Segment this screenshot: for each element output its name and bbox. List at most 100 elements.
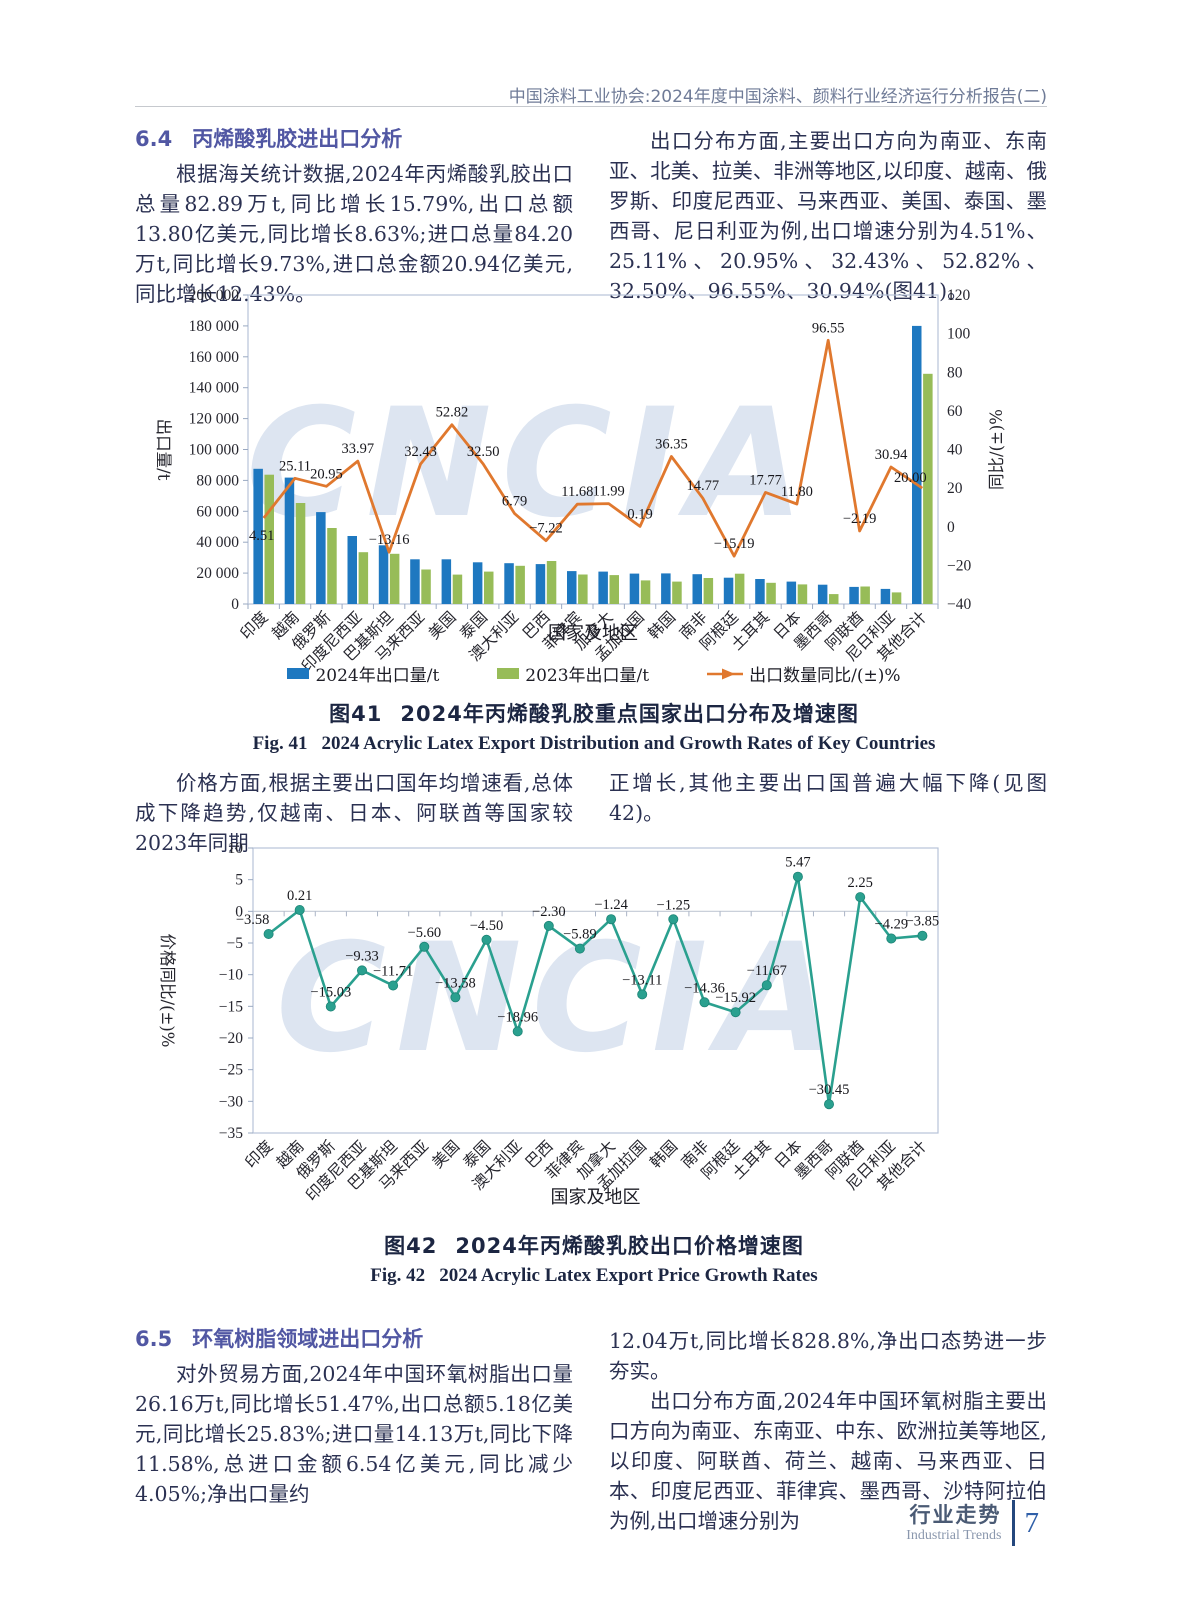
figure-41-chart: 0 20 000 40 000 60 000 80 000 100 000 120 000 1… xyxy=(138,287,1050,676)
svg-text:0: 0 xyxy=(231,596,239,613)
footer-labels: 行业走势 Industrial Trends xyxy=(906,1503,1001,1544)
section-6-5: 6.5 环氧树脂领域进出口分析 对外贸易方面,2024年中国环氧树脂出口量26.1… xyxy=(135,1326,1047,1536)
svg-text:140 000: 140 000 xyxy=(189,380,240,397)
svg-text:0: 0 xyxy=(235,903,243,920)
svg-text:美国: 美国 xyxy=(429,1137,464,1172)
svg-text:80 000: 80 000 xyxy=(196,472,239,489)
section-number: 6.4 xyxy=(135,127,173,151)
paragraph: 出口分布方面,2024年中国环氧树脂主要出口方向为南亚、东南亚、中东、欧洲拉美等… xyxy=(609,1389,1047,1533)
svg-text:美国: 美国 xyxy=(425,608,460,643)
svg-text:−5.89: −5.89 xyxy=(563,927,597,943)
svg-text:60 000: 60 000 xyxy=(196,503,239,520)
svg-text:−15.92: −15.92 xyxy=(715,990,756,1006)
price-paragraph: 价格方面,根据主要出口国年均增速看,总体成下降趋势,仅越南、日本、阿联酋等国家较… xyxy=(135,768,1047,858)
svg-text:180 000: 180 000 xyxy=(189,318,240,335)
legend-swatch-2024 xyxy=(287,668,310,679)
svg-text:160 000: 160 000 xyxy=(189,349,240,366)
svg-text:−2.19: −2.19 xyxy=(843,511,877,527)
section-title: 环氧树脂领域进出口分析 xyxy=(192,1327,424,1351)
figure-42-caption-cn: 图42 2024年丙烯酸乳胶出口价格增速图 xyxy=(384,1234,804,1258)
svg-text:−40: −40 xyxy=(947,596,971,613)
figure-42: CNCIA 10 5 0 −5 −10 −15 −20 −25 −30 −35 −3.58 0.21−… xyxy=(138,836,1050,1287)
svg-text:96.55: 96.55 xyxy=(812,320,845,336)
svg-text:−30: −30 xyxy=(219,1093,243,1110)
svg-text:80: 80 xyxy=(947,364,963,381)
paragraph: 对外贸易方面,2024年中国环氧树脂出口量26.16万t,同比增长51.47%,… xyxy=(135,1362,573,1506)
svg-text:6.79: 6.79 xyxy=(502,494,527,510)
svg-text:52.82: 52.82 xyxy=(436,405,469,421)
figure-41: CNCIA 0 20 000 40 000 60 000 80 000 100 000 12… xyxy=(138,287,1050,755)
svg-text:32.43: 32.43 xyxy=(404,444,437,460)
svg-text:−13.16: −13.16 xyxy=(369,532,410,548)
paragraph: 正增长,其他主要出口国普遍大幅下降(见图42)。 xyxy=(609,771,1047,825)
svg-text:11.99: 11.99 xyxy=(593,484,625,500)
svg-text:40: 40 xyxy=(947,442,963,459)
section-6-4-heading: 6.4 丙烯酸乳胶进出口分析 xyxy=(135,126,573,152)
section-6-5-heading: 6.5 环氧树脂领域进出口分析 xyxy=(135,1326,573,1352)
svg-text:韩国: 韩国 xyxy=(646,1137,681,1172)
paragraph: 根据海关统计数据,2024年丙烯酸乳胶出口总量82.89万t,同比增长15.79… xyxy=(135,162,573,306)
svg-text:36.35: 36.35 xyxy=(655,437,688,453)
svg-text:−1.25: −1.25 xyxy=(657,897,691,913)
svg-text:印度: 印度 xyxy=(242,1137,277,1172)
svg-text:10: 10 xyxy=(228,840,244,857)
svg-text:国家及地区: 国家及地区 xyxy=(551,1187,641,1208)
svg-text:−5.60: −5.60 xyxy=(408,925,442,941)
legend-label: 2023年出口量/t xyxy=(525,666,650,686)
svg-text:25.11: 25.11 xyxy=(279,458,311,474)
legend-line-arrow-icon xyxy=(707,668,744,680)
svg-text:4.51: 4.51 xyxy=(249,528,274,544)
paragraph: 出口分布方面,主要出口方向为南亚、东南亚、北美、拉美、非洲等地区,以印度、越南、… xyxy=(609,129,1047,303)
svg-text:−4.50: −4.50 xyxy=(470,918,504,934)
legend-item-growth-line: 出口数量同比/(±)% xyxy=(707,661,901,686)
section-6-5-right-column: 12.04万t,同比增长828.8%,净出口态势进一步夯实。 出口分布方面,20… xyxy=(609,1326,1047,1536)
svg-text:17.77: 17.77 xyxy=(749,472,782,488)
svg-text:−2.30: −2.30 xyxy=(532,904,566,920)
svg-text:−15.03: −15.03 xyxy=(310,985,351,1001)
legend-label: 出口数量同比/(±)% xyxy=(749,666,901,686)
price-paragraph-left: 价格方面,根据主要出口国年均增速看,总体成下降趋势,仅越南、日本、阿联酋等国家较… xyxy=(135,768,573,858)
section-6-5-left-column: 6.5 环氧树脂领域进出口分析 对外贸易方面,2024年中国环氧树脂出口量26.1… xyxy=(135,1326,573,1536)
svg-text:20.95: 20.95 xyxy=(310,466,343,482)
legend-item-2024: 2024年出口量/t xyxy=(287,661,439,686)
svg-text:60: 60 xyxy=(947,403,963,420)
svg-text:40 000: 40 000 xyxy=(196,534,239,551)
figure-42-caption-en: Fig. 42 2024 Acrylic Latex Export Price G… xyxy=(370,1265,818,1286)
svg-text:−25: −25 xyxy=(219,1062,243,1079)
page-footer: 行业走势 Industrial Trends 7 xyxy=(906,1500,1039,1546)
svg-text:−15.19: −15.19 xyxy=(714,536,755,552)
svg-text:11.80: 11.80 xyxy=(781,484,813,500)
section-title: 丙烯酸乳胶进出口分析 xyxy=(192,127,403,151)
legend-swatch-2023 xyxy=(497,668,520,679)
page-number: 7 xyxy=(1024,1506,1040,1539)
svg-text:120 000: 120 000 xyxy=(189,411,240,428)
svg-text:−11.67: −11.67 xyxy=(747,963,787,979)
svg-text:0.21: 0.21 xyxy=(287,888,312,904)
header-divider xyxy=(135,106,1047,107)
figure-41-legend: 2024年出口量/t 2023年出口量/t 出口数量同比/(±)% xyxy=(138,661,1050,686)
svg-text:−18.96: −18.96 xyxy=(497,1009,538,1025)
paragraph: 价格方面,根据主要出口国年均增速看,总体成下降趋势,仅越南、日本、阿联酋等国家较… xyxy=(135,771,573,855)
footer-section-cn: 行业走势 xyxy=(909,1502,1002,1527)
svg-text:5.47: 5.47 xyxy=(785,855,810,871)
svg-text:11.68: 11.68 xyxy=(561,484,593,500)
page-header-title: 中国涂料工业协会:2024年度中国涂料、颜料行业经济运行分析报告(二) xyxy=(508,87,1047,107)
svg-text:韩国: 韩国 xyxy=(645,608,680,643)
svg-text:−35: −35 xyxy=(219,1125,243,1142)
svg-text:−10: −10 xyxy=(219,967,243,984)
legend-label: 2024年出口量/t xyxy=(315,666,440,686)
svg-text:100: 100 xyxy=(947,326,971,343)
svg-text:−9.33: −9.33 xyxy=(345,948,379,964)
svg-text:200 000: 200 000 xyxy=(189,287,240,304)
svg-text:5: 5 xyxy=(235,872,243,889)
svg-text:−4.29: −4.29 xyxy=(875,917,909,933)
figure-41-caption-en: Fig. 41 2024 Acrylic Latex Export Distrib… xyxy=(252,733,936,754)
section-6-4-right-column: 出口分布方面,主要出口方向为南亚、东南亚、北美、拉美、非洲等地区,以印度、越南、… xyxy=(609,126,1047,309)
svg-text:印度: 印度 xyxy=(237,608,272,643)
svg-text:−7.22: −7.22 xyxy=(529,521,563,537)
svg-text:−3.58: −3.58 xyxy=(236,912,270,928)
svg-text:−30.45: −30.45 xyxy=(809,1082,850,1098)
svg-text:20.00: 20.00 xyxy=(894,470,927,486)
svg-text:−15: −15 xyxy=(219,998,243,1015)
